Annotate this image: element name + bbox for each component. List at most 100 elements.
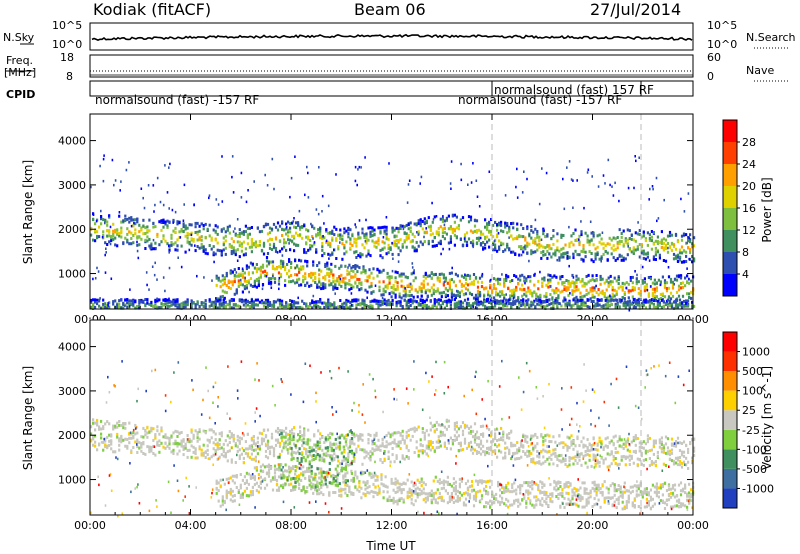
power-noise-cell xyxy=(515,185,517,189)
power-cell xyxy=(566,301,569,305)
power-noise-cell xyxy=(156,176,159,180)
power-cell xyxy=(688,296,691,300)
power-cell xyxy=(216,225,219,229)
power-cell xyxy=(296,280,299,284)
power-cell xyxy=(496,301,499,305)
velocity-cell xyxy=(566,464,569,468)
power-noise-cell xyxy=(432,218,435,221)
power-noise-cell xyxy=(592,231,594,234)
power-cell xyxy=(500,229,503,233)
power-cell xyxy=(104,305,107,309)
power-cell xyxy=(501,290,504,294)
power-cell xyxy=(417,303,420,307)
power-noise-cell xyxy=(420,175,423,179)
power-cell xyxy=(421,220,424,223)
power-cell xyxy=(624,237,627,241)
power-cell xyxy=(556,301,559,304)
power-cell xyxy=(416,295,419,299)
power-cell xyxy=(444,279,447,283)
velocity-cell xyxy=(278,441,282,445)
velocity-cell xyxy=(194,448,197,452)
velocity-cell xyxy=(128,441,131,445)
velocity-cell xyxy=(303,427,306,431)
power-cell xyxy=(611,288,614,292)
power-cell xyxy=(537,287,540,291)
power-cell xyxy=(588,250,591,254)
power-cell xyxy=(335,257,338,260)
velocity-cell xyxy=(168,436,171,440)
power-cell xyxy=(587,291,590,295)
velocity-cell xyxy=(178,449,181,453)
power-cell xyxy=(477,300,481,304)
power-cell xyxy=(140,298,143,302)
power-cell xyxy=(634,231,637,235)
velocity-cell xyxy=(389,433,392,437)
velocity-cell xyxy=(463,437,467,441)
velocity-cell xyxy=(447,441,450,445)
power-cell xyxy=(682,260,686,264)
power-cell xyxy=(270,227,274,231)
power-cell xyxy=(218,306,221,310)
velocity-cell xyxy=(150,429,153,433)
power-cell xyxy=(449,237,452,241)
power-cell xyxy=(381,225,384,229)
power-cell xyxy=(281,220,284,224)
power-cell xyxy=(251,285,254,288)
power-cell xyxy=(383,225,386,229)
power-cell xyxy=(254,240,257,244)
power-cell xyxy=(680,301,684,305)
power-cell xyxy=(162,218,165,222)
power-cell xyxy=(619,285,622,289)
velocity-cell xyxy=(285,445,288,449)
power-cell xyxy=(361,253,364,257)
power-cell xyxy=(377,305,380,309)
power-cell xyxy=(327,300,330,304)
power-cell xyxy=(589,279,592,283)
power-cell xyxy=(605,288,608,292)
power-noise-cell xyxy=(137,256,140,260)
velocity-cell xyxy=(104,443,107,447)
power-cell xyxy=(134,232,137,236)
power-cell xyxy=(166,224,169,228)
power-cell xyxy=(234,253,237,257)
velocity-cell xyxy=(441,423,444,427)
power-cell xyxy=(555,291,558,294)
power-noise-cell xyxy=(416,231,418,234)
power-cell xyxy=(517,296,520,300)
power-cell xyxy=(661,292,664,296)
power-cell xyxy=(176,220,179,224)
velocity-cell xyxy=(238,441,241,445)
power-cell xyxy=(509,280,512,283)
power-cell xyxy=(652,231,655,234)
power-cell xyxy=(502,304,505,308)
power-cell xyxy=(214,229,217,233)
power-cell xyxy=(418,285,421,289)
power-cell xyxy=(289,230,292,234)
power-cell xyxy=(242,303,245,307)
power-cell xyxy=(521,283,524,287)
velocity-cell xyxy=(353,435,356,439)
power-cell xyxy=(399,302,402,306)
power-cell xyxy=(542,245,545,249)
power-cell xyxy=(246,303,249,307)
power-cell xyxy=(194,306,197,310)
velocity-cell xyxy=(176,430,179,434)
power-cell xyxy=(410,293,413,297)
power-cell xyxy=(240,298,243,302)
velocity-cell xyxy=(407,429,410,433)
power-noise-cell xyxy=(292,220,295,223)
velocity-cell xyxy=(351,441,354,445)
power-noise-cell xyxy=(549,285,552,288)
power-cell xyxy=(148,244,151,248)
power-noise-cell xyxy=(547,278,549,282)
power-cell xyxy=(576,238,579,241)
power-cell xyxy=(344,281,347,285)
power-cell xyxy=(218,249,221,253)
velocity-cell xyxy=(305,450,308,453)
power-cell xyxy=(386,275,389,279)
velocity-cell xyxy=(375,433,378,437)
power-cell xyxy=(634,305,637,309)
velocity-cell xyxy=(508,452,511,456)
power-cell xyxy=(312,263,315,267)
power-cell xyxy=(359,252,362,256)
